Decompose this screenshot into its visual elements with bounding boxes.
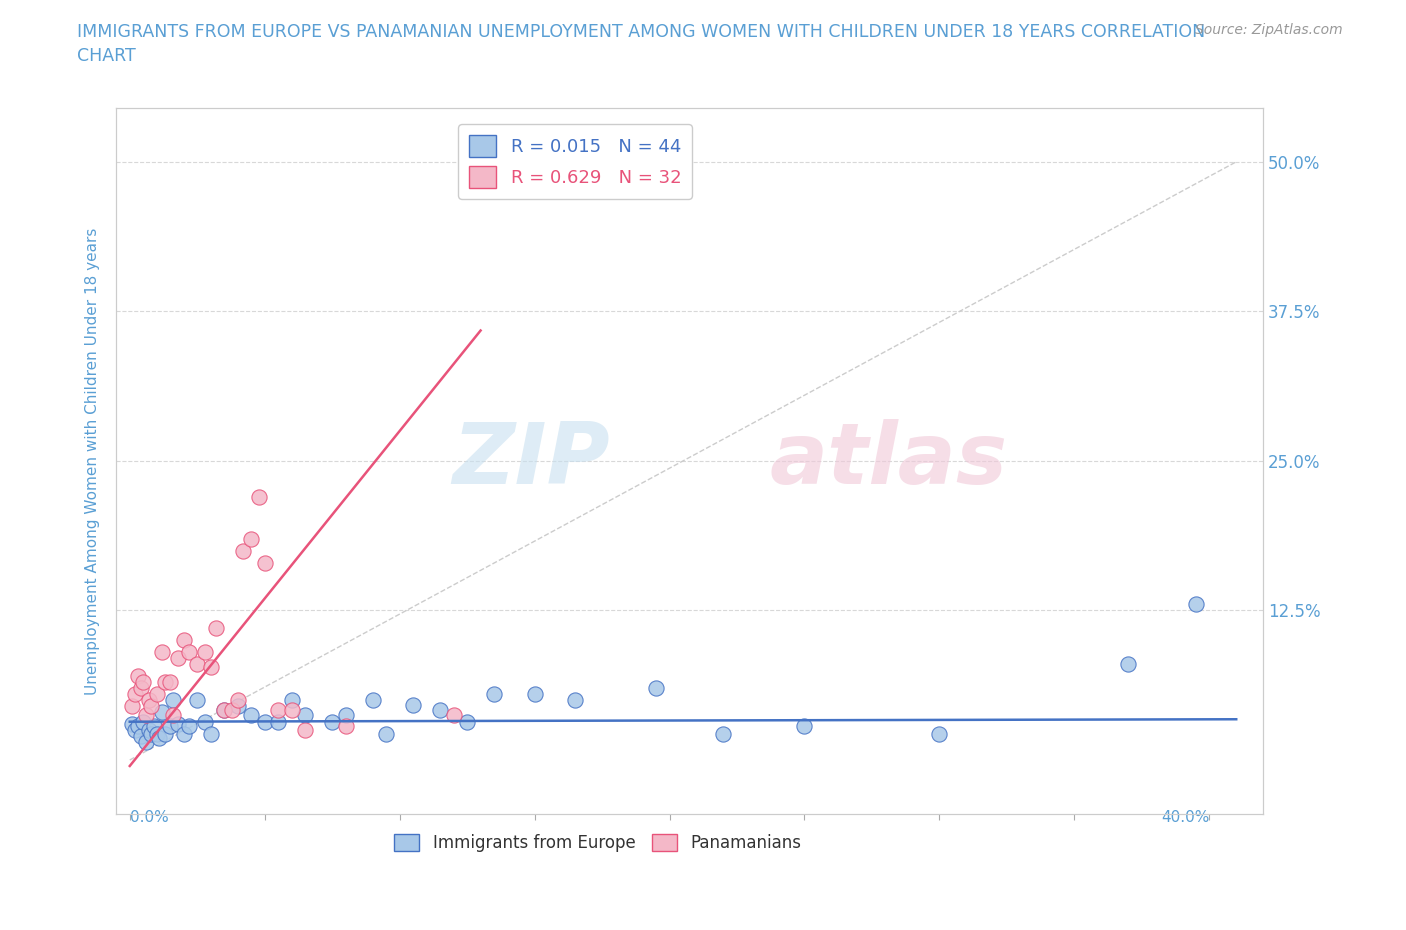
Text: atlas: atlas (770, 419, 1008, 502)
Point (153, 726, 176, 741)
Point (162, 707, 184, 722)
Point (226, 693, 249, 708)
Point (267, 702, 290, 717)
Point (645, 681, 668, 696)
Text: Source: ZipAtlas.com: Source: ZipAtlas.com (1195, 23, 1343, 37)
Point (240, 707, 263, 722)
Point (212, 702, 235, 717)
Text: 40.0%: 40.0% (1161, 810, 1209, 825)
Legend: Immigrants from Europe, Panamanians: Immigrants from Europe, Panamanians (388, 827, 808, 858)
Point (280, 702, 302, 717)
Point (167, 651, 190, 666)
Point (145, 726, 167, 741)
Point (132, 714, 155, 729)
Point (145, 686, 167, 701)
Point (361, 693, 384, 708)
Point (402, 698, 425, 712)
Point (135, 707, 157, 722)
Point (194, 644, 217, 659)
Point (138, 693, 160, 708)
Point (159, 719, 181, 734)
Point (247, 489, 270, 504)
Point (375, 726, 398, 741)
Point (153, 675, 176, 690)
Point (294, 707, 316, 722)
Text: ZIP: ZIP (451, 419, 609, 502)
Point (564, 693, 586, 708)
Point (205, 621, 228, 636)
Point (194, 714, 217, 729)
Point (212, 702, 235, 717)
Point (335, 719, 357, 734)
Point (321, 714, 343, 729)
Y-axis label: Unemployment Among Women with Children Under 18 years: Unemployment Among Women with Children U… (86, 227, 100, 695)
Point (240, 531, 263, 546)
Point (456, 714, 478, 729)
Point (200, 659, 222, 674)
Point (148, 731, 170, 746)
Point (135, 735, 157, 750)
Point (226, 698, 249, 713)
Point (173, 633, 195, 648)
Point (150, 644, 173, 659)
Point (253, 555, 276, 570)
Point (221, 702, 243, 717)
Point (1116, 657, 1139, 671)
Point (186, 657, 208, 671)
Point (928, 726, 950, 741)
Point (232, 543, 254, 558)
Point (150, 705, 173, 720)
Point (127, 719, 149, 734)
Point (159, 675, 181, 690)
Point (186, 693, 208, 708)
Point (141, 726, 163, 741)
Point (121, 717, 143, 732)
Point (167, 717, 190, 732)
Text: IMMIGRANTS FROM EUROPE VS PANAMANIAN UNEMPLOYMENT AMONG WOMEN WITH CHILDREN UNDE: IMMIGRANTS FROM EUROPE VS PANAMANIAN UNE… (77, 23, 1205, 65)
Point (179, 644, 201, 659)
Point (141, 698, 163, 713)
Point (253, 714, 276, 729)
Point (443, 707, 465, 722)
Point (179, 719, 201, 734)
Point (294, 723, 316, 737)
Point (173, 726, 195, 741)
Point (1184, 597, 1206, 612)
Point (129, 728, 152, 743)
Point (124, 686, 146, 701)
Point (267, 714, 290, 729)
Point (429, 702, 451, 717)
Point (132, 675, 155, 690)
Point (793, 719, 815, 734)
Point (129, 681, 152, 696)
Text: 0.0%: 0.0% (129, 810, 169, 825)
Point (523, 686, 546, 701)
Point (124, 723, 146, 737)
Point (200, 726, 222, 741)
Point (162, 693, 184, 708)
Point (335, 707, 357, 722)
Point (482, 686, 505, 701)
Point (127, 669, 149, 684)
Point (138, 723, 160, 737)
Point (143, 719, 166, 734)
Point (713, 726, 735, 741)
Point (280, 693, 302, 708)
Point (121, 698, 143, 713)
